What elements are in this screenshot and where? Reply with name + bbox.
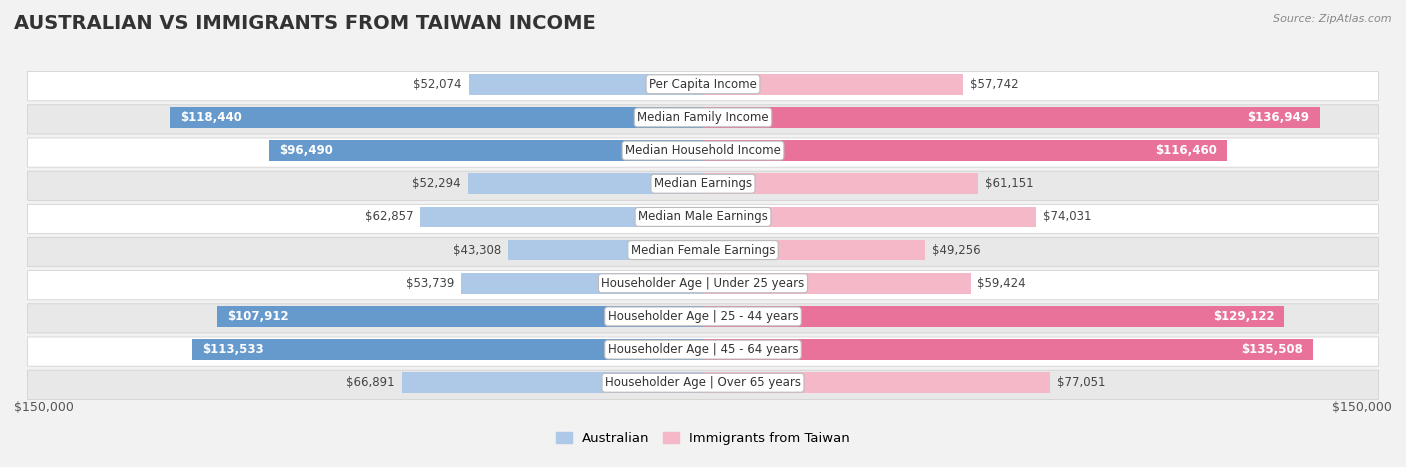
Text: AUSTRALIAN VS IMMIGRANTS FROM TAIWAN INCOME: AUSTRALIAN VS IMMIGRANTS FROM TAIWAN INC… — [14, 14, 596, 33]
Text: Median Household Income: Median Household Income — [626, 144, 780, 157]
Text: $150,000: $150,000 — [14, 401, 75, 414]
Bar — [703, 173, 979, 194]
Text: $61,151: $61,151 — [986, 177, 1033, 190]
FancyBboxPatch shape — [28, 105, 1378, 134]
Text: Median Family Income: Median Family Income — [637, 111, 769, 124]
FancyBboxPatch shape — [28, 138, 1378, 167]
Bar — [703, 74, 963, 94]
Bar — [703, 140, 1227, 161]
Text: $129,122: $129,122 — [1212, 310, 1274, 323]
Text: $118,440: $118,440 — [180, 111, 242, 124]
Bar — [468, 74, 703, 94]
FancyBboxPatch shape — [28, 204, 1378, 234]
Bar — [703, 240, 925, 261]
Text: Householder Age | Over 65 years: Householder Age | Over 65 years — [605, 376, 801, 389]
FancyBboxPatch shape — [28, 337, 1378, 366]
FancyBboxPatch shape — [28, 271, 1378, 300]
Bar — [703, 206, 1036, 227]
Text: $77,051: $77,051 — [1057, 376, 1105, 389]
Bar — [703, 107, 1320, 127]
FancyBboxPatch shape — [28, 71, 1378, 101]
Bar — [269, 140, 703, 161]
Text: Median Male Earnings: Median Male Earnings — [638, 211, 768, 223]
FancyBboxPatch shape — [28, 238, 1378, 267]
Text: Householder Age | 45 - 64 years: Householder Age | 45 - 64 years — [607, 343, 799, 356]
Text: Per Capita Income: Per Capita Income — [650, 78, 756, 91]
Text: $113,533: $113,533 — [202, 343, 263, 356]
FancyBboxPatch shape — [28, 171, 1378, 200]
Text: $150,000: $150,000 — [1331, 401, 1392, 414]
Text: $66,891: $66,891 — [346, 376, 395, 389]
Legend: Australian, Immigrants from Taiwan: Australian, Immigrants from Taiwan — [551, 427, 855, 451]
Text: Householder Age | Under 25 years: Householder Age | Under 25 years — [602, 277, 804, 290]
FancyBboxPatch shape — [28, 370, 1378, 399]
Text: Median Female Earnings: Median Female Earnings — [631, 244, 775, 256]
Text: Householder Age | 25 - 44 years: Householder Age | 25 - 44 years — [607, 310, 799, 323]
Text: $96,490: $96,490 — [278, 144, 333, 157]
Text: Median Earnings: Median Earnings — [654, 177, 752, 190]
Bar — [420, 206, 703, 227]
Text: $136,949: $136,949 — [1247, 111, 1309, 124]
Text: $135,508: $135,508 — [1241, 343, 1303, 356]
Bar — [703, 373, 1050, 393]
Text: $52,074: $52,074 — [413, 78, 461, 91]
Bar — [468, 173, 703, 194]
Bar — [508, 240, 703, 261]
Bar — [191, 340, 703, 360]
Text: $49,256: $49,256 — [932, 244, 980, 256]
Text: $62,857: $62,857 — [364, 211, 413, 223]
Bar — [703, 273, 970, 294]
Text: $107,912: $107,912 — [228, 310, 288, 323]
Text: $52,294: $52,294 — [412, 177, 461, 190]
Text: $53,739: $53,739 — [406, 277, 454, 290]
Text: Source: ZipAtlas.com: Source: ZipAtlas.com — [1274, 14, 1392, 24]
Bar — [402, 373, 703, 393]
Bar — [217, 306, 703, 327]
FancyBboxPatch shape — [28, 304, 1378, 333]
Bar — [703, 340, 1313, 360]
Bar — [703, 306, 1285, 327]
Text: $74,031: $74,031 — [1043, 211, 1091, 223]
Bar — [170, 107, 703, 127]
Text: $43,308: $43,308 — [453, 244, 501, 256]
Bar — [461, 273, 703, 294]
Text: $59,424: $59,424 — [977, 277, 1026, 290]
Text: $57,742: $57,742 — [970, 78, 1018, 91]
Text: $116,460: $116,460 — [1156, 144, 1218, 157]
